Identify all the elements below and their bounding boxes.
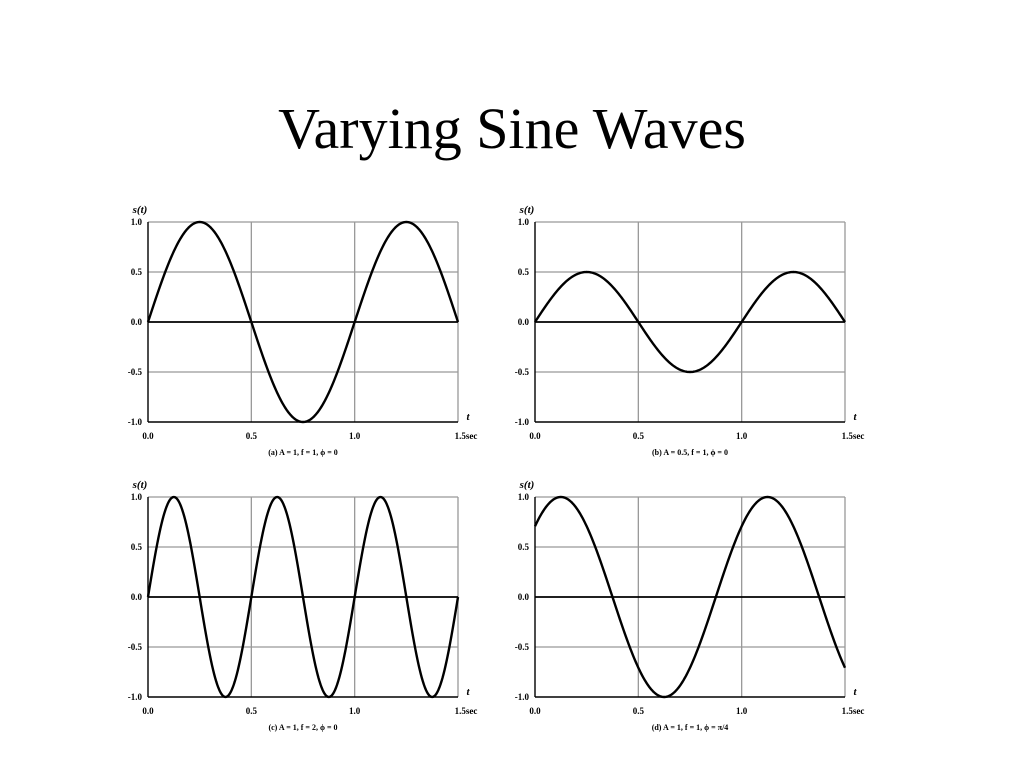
chart-c: 1.0 0.5 0.0 -0.5 -1.0 0.0 0.5 1.0 1.5sec s(t) t (c)… [128,479,478,732]
x-tick-label: 1.5sec [842,706,865,716]
y-tick-label: -1.0 [515,692,530,702]
x-tick-label: 1.0 [349,706,361,716]
sine-wave-series [146,220,460,424]
x-axis-label: t [466,686,470,698]
x-tick-label: 0.0 [529,431,541,441]
y-tick-label: -1.0 [515,417,530,427]
chart-caption: (a) A = 1, f = 1, ϕ = 0 [268,448,338,457]
chart-caption: (b) A = 0.5, f = 1, ϕ = 0 [652,448,728,457]
y-tick-label: -1.0 [128,692,143,702]
sine-wave-series [146,495,460,699]
sine-wave-series [533,495,847,699]
y-axis-label: s(t) [519,204,535,216]
x-tick-label: 0.5 [246,706,258,716]
chart-d: 1.0 0.5 0.0 -0.5 -1.0 0.0 0.5 1.0 1.5sec s(t) t (d)… [515,479,865,732]
y-tick-label: 1.0 [131,217,143,227]
y-tick-label: 1.0 [518,492,530,502]
x-tick-label: 1.5sec [842,431,865,441]
y-axis-label: s(t) [132,204,148,216]
y-tick-label: 1.0 [518,217,530,227]
x-tick-label: 0.0 [142,706,154,716]
y-tick-label: -0.5 [128,367,143,377]
y-tick-label: 0.0 [131,592,143,602]
chart-a: 1.0 0.5 0.0 -0.5 -1.0 0.0 0.5 1.0 1.5sec s(t) t (a)… [128,204,478,457]
y-tick-label: 0.5 [518,267,530,277]
x-tick-label: 0.5 [633,431,645,441]
chart-caption: (d) A = 1, f = 1, ϕ = π/4 [652,723,729,732]
x-axis-label: t [466,411,470,423]
slide-title: Varying Sine Waves [278,96,746,161]
y-tick-label: -0.5 [515,367,530,377]
x-tick-label: 1.0 [349,431,361,441]
x-axis-label: t [853,686,857,698]
chart-b: 1.0 0.5 0.0 -0.5 -1.0 0.0 0.5 1.0 1.5sec s(t) t (b)… [515,204,865,457]
x-tick-label: 1.5sec [455,706,478,716]
x-tick-label: 0.5 [633,706,645,716]
chart-caption: (c) A = 1, f = 2, ϕ = 0 [268,723,337,732]
y-tick-label: 0.5 [518,542,530,552]
y-tick-label: 1.0 [131,492,143,502]
sine-wave-series [533,270,847,374]
y-tick-label: 0.5 [131,267,143,277]
x-tick-label: 0.5 [246,431,258,441]
y-tick-label: 0.0 [518,592,530,602]
x-tick-label: 1.0 [736,431,748,441]
y-tick-label: 0.0 [131,317,143,327]
x-axis-label: t [853,411,857,423]
y-tick-label: 0.0 [518,317,530,327]
y-axis-label: s(t) [132,479,148,491]
y-tick-label: 0.5 [131,542,143,552]
x-tick-label: 0.0 [142,431,154,441]
y-tick-label: -0.5 [515,642,530,652]
x-tick-label: 0.0 [529,706,541,716]
y-tick-label: -0.5 [128,642,143,652]
y-axis-label: s(t) [519,479,535,491]
x-tick-label: 1.5sec [455,431,478,441]
x-tick-label: 1.0 [736,706,748,716]
y-tick-label: -1.0 [128,417,143,427]
